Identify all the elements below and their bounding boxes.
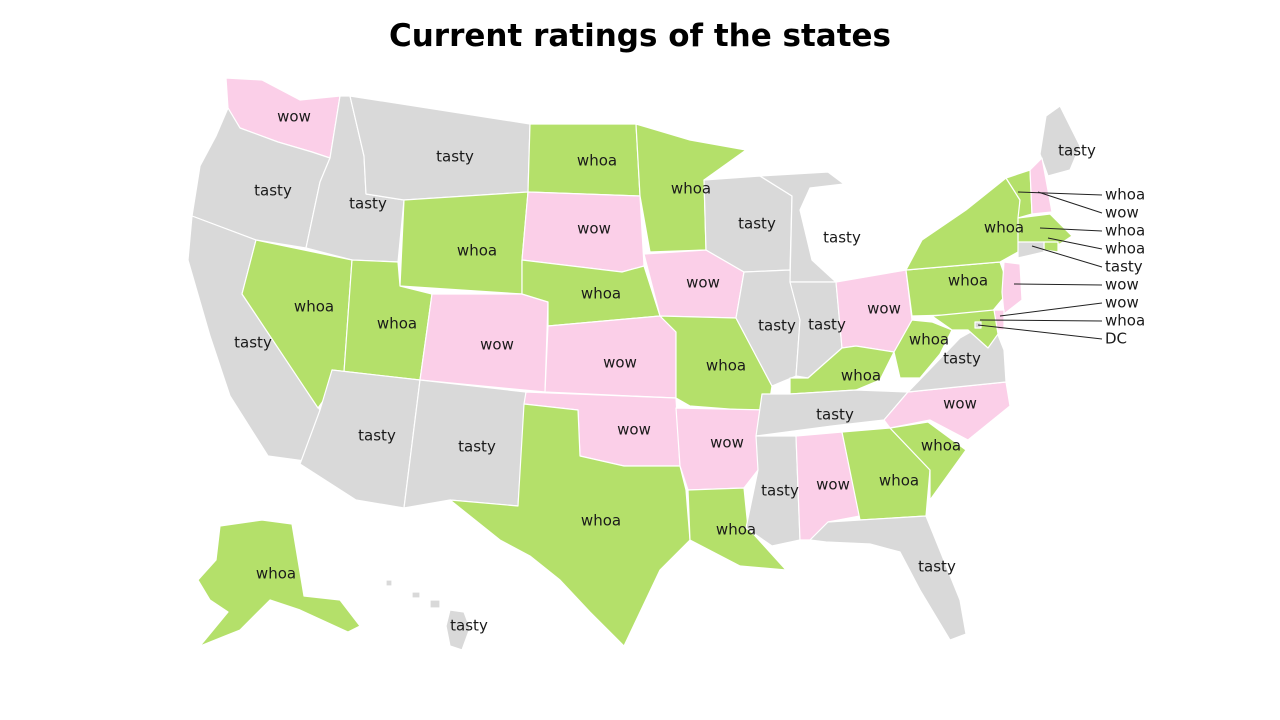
state-label-ny: whoa — [984, 219, 1024, 237]
callout-label: whoa — [1105, 186, 1145, 204]
state-label-wi: tasty — [738, 215, 776, 233]
state-label-tn: tasty — [816, 406, 854, 424]
callout-leader-line — [1037, 191, 1103, 214]
state-hi — [385, 579, 471, 651]
state-label-al: wow — [816, 476, 850, 494]
callout-label: wow — [1105, 276, 1139, 294]
state-label-nc: wow — [943, 395, 977, 413]
callout-leader-line — [1047, 237, 1103, 250]
state-label-ca: tasty — [234, 334, 272, 352]
state-label-ut: whoa — [377, 315, 417, 333]
state-label-az: tasty — [358, 427, 396, 445]
state-label-nm: tasty — [458, 438, 496, 456]
state-label-mi: tasty — [823, 229, 861, 247]
state-label-wv: whoa — [909, 331, 949, 349]
state-fl — [809, 515, 967, 641]
callout-leader-line — [1031, 245, 1103, 268]
state-label-ne: whoa — [581, 285, 621, 303]
state-label-mn: whoa — [671, 180, 711, 198]
callout-label: whoa — [1105, 240, 1145, 258]
state-label-ga: whoa — [879, 472, 919, 490]
state-label-sc: whoa — [921, 437, 961, 455]
callout-label: wow — [1105, 294, 1139, 312]
state-ga — [841, 427, 931, 521]
map-title: Current ratings of the states — [388, 18, 892, 54]
callout-label: tasty — [1105, 258, 1143, 276]
state-me — [1039, 105, 1081, 177]
callout-leader-line — [1017, 191, 1103, 196]
state-label-nv: whoa — [294, 298, 334, 316]
state-label-id: tasty — [349, 195, 387, 213]
state-tx — [449, 403, 691, 647]
state-md — [931, 309, 999, 349]
state-label-nd: whoa — [577, 152, 617, 170]
state-labels: wowtastytastytastytastywhoawhoawhoatasty… — [234, 108, 1096, 635]
state-nh — [1029, 157, 1053, 215]
state-label-tx: whoa — [581, 512, 621, 530]
state-label-ks: wow — [603, 354, 637, 372]
state-label-fl: tasty — [918, 558, 956, 576]
callout-leader-line — [979, 319, 1103, 322]
state-label-la: whoa — [716, 521, 756, 539]
state-label-il: tasty — [758, 317, 796, 335]
state-label-va: tasty — [943, 350, 981, 368]
state-label-wy: whoa — [457, 242, 497, 260]
callout-label: whoa — [1105, 312, 1145, 330]
callout-leader-line — [999, 302, 1103, 317]
state-shapes — [187, 77, 1081, 651]
state-label-mt: tasty — [436, 148, 474, 166]
state-label-ok: wow — [617, 421, 651, 439]
callout-label: whoa — [1105, 222, 1145, 240]
state-wv — [893, 319, 953, 379]
state-label-ms: tasty — [761, 482, 799, 500]
state-label-oh: wow — [867, 300, 901, 318]
state-label-ar: wow — [710, 434, 744, 452]
callout-leader-line — [1013, 283, 1103, 286]
state-label-ky: whoa — [841, 367, 881, 385]
state-label-ak: whoa — [256, 565, 296, 583]
state-la — [687, 487, 787, 571]
callout-leader-line — [1039, 227, 1103, 232]
state-label-me: tasty — [1058, 142, 1096, 160]
state-vt — [1005, 169, 1033, 219]
state-label-co: wow — [480, 336, 514, 354]
callout-leader-line — [977, 324, 1103, 340]
state-mi — [759, 171, 845, 283]
state-label-mo: whoa — [706, 357, 746, 375]
state-ak — [197, 519, 361, 647]
state-label-sd: wow — [577, 220, 611, 238]
state-label-ia: wow — [686, 274, 720, 292]
state-ma — [1017, 213, 1073, 245]
state-label-or: tasty — [254, 182, 292, 200]
callout-label: DC — [1105, 330, 1127, 348]
state-ct — [1017, 241, 1045, 259]
callout-label: wow — [1105, 204, 1139, 222]
state-sc — [889, 421, 967, 501]
state-label-wa: wow — [277, 108, 311, 126]
state-label-hi: tasty — [450, 617, 488, 635]
state-label-in: tasty — [808, 316, 846, 334]
state-label-pa: whoa — [948, 272, 988, 290]
state-nj — [1001, 261, 1023, 315]
